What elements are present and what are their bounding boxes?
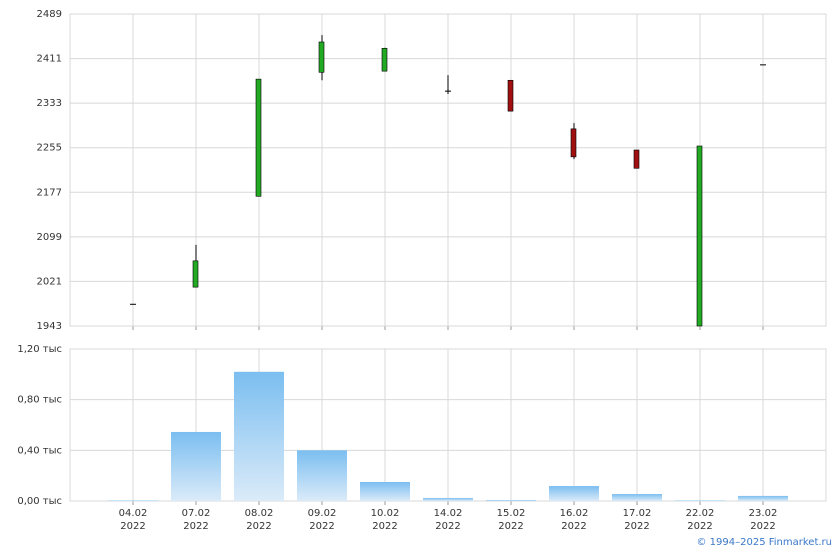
- candle-body: [570, 128, 577, 158]
- volume-bar: [360, 482, 410, 501]
- y-tick-label: 2177: [37, 187, 62, 198]
- y-tick-label: 2333: [37, 98, 62, 109]
- x-tick-label: 15.02 2022: [497, 508, 526, 532]
- volume-bar: [171, 431, 221, 501]
- y-tick-label: 1,20 тыс: [17, 344, 62, 355]
- candle-body: [318, 41, 325, 73]
- volume-bar: [486, 499, 536, 501]
- y-tick-label: 2099: [37, 232, 62, 243]
- x-tick-label: 04.02 2022: [119, 508, 148, 532]
- candle-body: [255, 78, 262, 197]
- y-tick-label: 0,80 тыс: [17, 395, 62, 406]
- x-tick-label: 14.02 2022: [434, 508, 463, 532]
- x-tick-label: 17.02 2022: [623, 508, 652, 532]
- footer: © 1994–2025 Finmarket.ru: [696, 537, 832, 548]
- volume-bar: [423, 497, 473, 501]
- x-tick-label: 07.02 2022: [182, 508, 211, 532]
- y-tick-label: 2411: [37, 54, 62, 65]
- candle-body: [507, 79, 514, 112]
- y-tick-label: 2021: [37, 276, 62, 287]
- volume-bar: [612, 494, 662, 501]
- y-tick-label: 2255: [37, 143, 62, 154]
- x-tick-label: 23.02 2022: [749, 508, 778, 532]
- y-tick-label: 0,00 тыс: [17, 496, 62, 507]
- candle-body: [696, 145, 703, 327]
- volume-bar: [675, 500, 725, 501]
- x-tick-label: 08.02 2022: [245, 508, 274, 532]
- candle-body: [633, 149, 640, 169]
- x-tick-label: 16.02 2022: [560, 508, 589, 532]
- volume-bar: [738, 495, 788, 501]
- x-tick-label: 10.02 2022: [371, 508, 400, 532]
- volume-bar: [108, 500, 158, 501]
- x-tick-label: 09.02 2022: [308, 508, 337, 532]
- candle-body: [381, 47, 388, 72]
- y-tick-label: 2489: [37, 9, 62, 20]
- volume-bar: [297, 450, 347, 501]
- x-tick-label: 22.02 2022: [686, 508, 715, 532]
- y-tick-label: 0,40 тыс: [17, 445, 62, 456]
- y-tick-label: 1943: [37, 321, 62, 332]
- candle-body: [192, 260, 199, 288]
- volume-bar: [549, 486, 599, 501]
- volume-bar: [234, 371, 284, 501]
